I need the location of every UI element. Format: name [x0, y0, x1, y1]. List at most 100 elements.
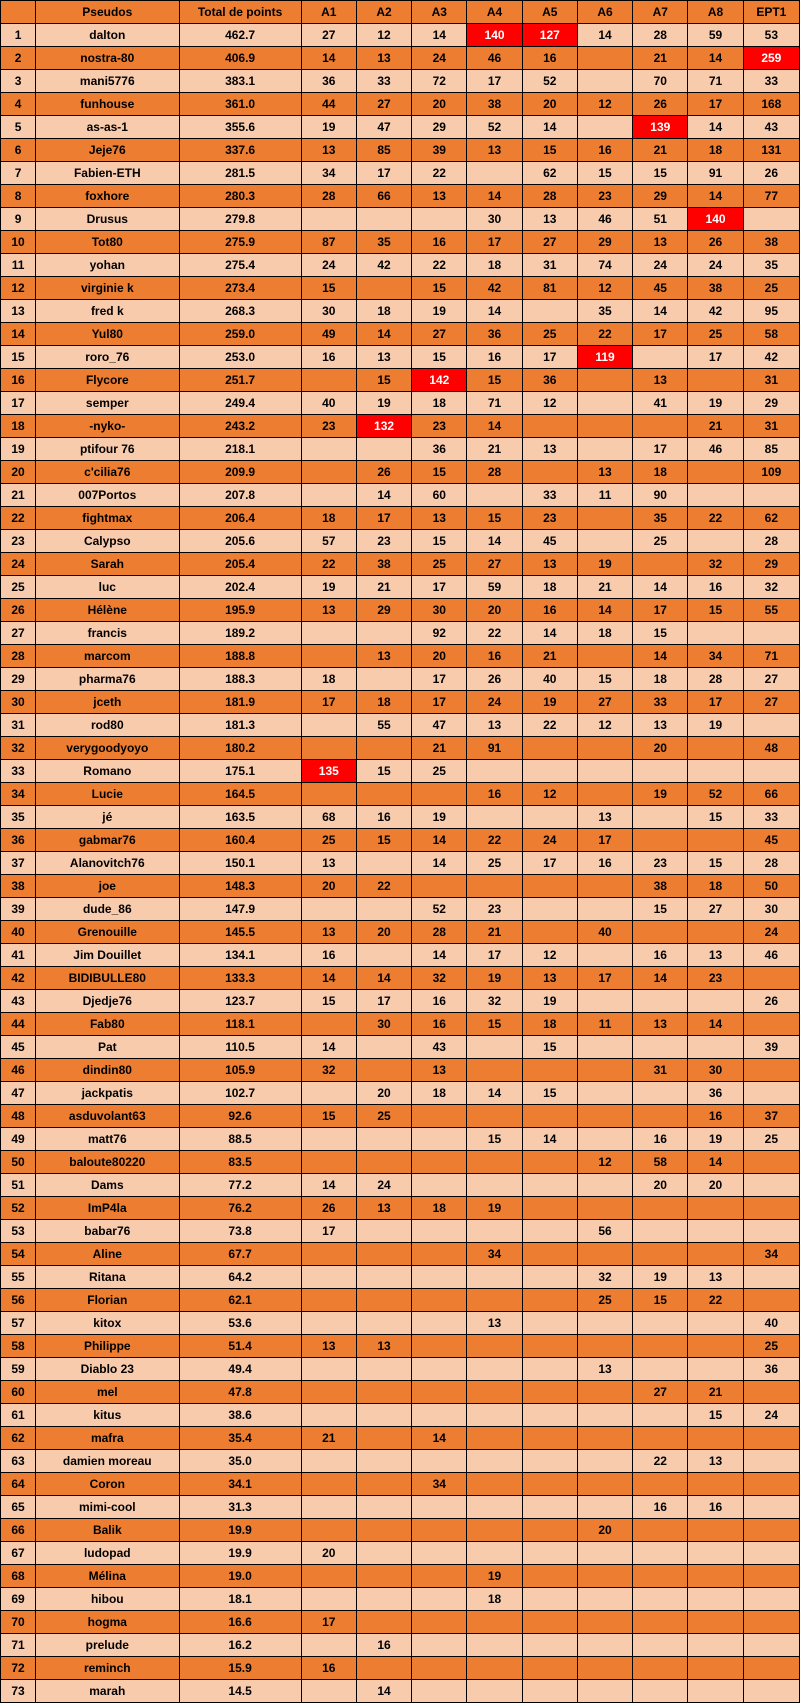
- cell: 17: [633, 323, 688, 346]
- cell: 26: [743, 162, 799, 185]
- cell: [301, 1519, 356, 1542]
- cell: [522, 1657, 577, 1680]
- cell: 21: [1, 484, 36, 507]
- cell: 42: [688, 300, 743, 323]
- cell: [301, 1588, 356, 1611]
- cell: 69: [1, 1588, 36, 1611]
- cell: 14: [467, 530, 522, 553]
- cell: 22: [688, 1289, 743, 1312]
- cell: 50: [743, 875, 799, 898]
- table-row: 26Hélène195.9132930201614171555: [1, 599, 800, 622]
- cell: [467, 1657, 522, 1680]
- cell: [301, 208, 356, 231]
- cell: [301, 898, 356, 921]
- cell: 41: [633, 392, 688, 415]
- cell: mel: [36, 1381, 179, 1404]
- cell: [301, 1565, 356, 1588]
- cell: 31: [633, 1059, 688, 1082]
- cell: 22: [522, 714, 577, 737]
- cell: [633, 990, 688, 1013]
- cell: 15: [633, 1289, 688, 1312]
- cell: 12: [577, 714, 632, 737]
- cell: [577, 1082, 632, 1105]
- cell: matt76: [36, 1128, 179, 1151]
- table-row: 32verygoodyoyo180.221912048: [1, 737, 800, 760]
- cell: [412, 1404, 467, 1427]
- cell: 23: [467, 898, 522, 921]
- cell: 15: [467, 369, 522, 392]
- cell: 280.3: [179, 185, 301, 208]
- table-row: 12virginie k273.41515428112453825: [1, 277, 800, 300]
- cell: 13: [577, 461, 632, 484]
- cell: [743, 208, 799, 231]
- header-cell: A8: [688, 1, 743, 24]
- cell: 13: [467, 714, 522, 737]
- cell: [356, 1611, 411, 1634]
- cell: 25: [467, 852, 522, 875]
- table-row: 33Romano175.11351525: [1, 760, 800, 783]
- cell: [412, 783, 467, 806]
- cell: 13: [467, 139, 522, 162]
- table-row: 9Drusus279.830134651140: [1, 208, 800, 231]
- cell: 66: [1, 1519, 36, 1542]
- cell: 383.1: [179, 70, 301, 93]
- cell: [412, 1496, 467, 1519]
- cell: 74: [577, 254, 632, 277]
- cell: [467, 1266, 522, 1289]
- cell: funhouse: [36, 93, 179, 116]
- cell: [688, 530, 743, 553]
- cell: 44: [1, 1013, 36, 1036]
- cell: [467, 1404, 522, 1427]
- cell: 41: [1, 944, 36, 967]
- cell: [467, 760, 522, 783]
- cell: 12: [1, 277, 36, 300]
- cell: 27: [301, 24, 356, 47]
- cell: 14: [467, 1082, 522, 1105]
- cell: 16: [412, 1013, 467, 1036]
- cell: [577, 1036, 632, 1059]
- cell: [743, 1565, 799, 1588]
- table-row: 19ptifour 76218.1362113174685: [1, 438, 800, 461]
- cell: 15: [467, 1128, 522, 1151]
- cell: [467, 1473, 522, 1496]
- cell: 49: [1, 1128, 36, 1151]
- cell: [633, 1243, 688, 1266]
- cell: 62: [1, 1427, 36, 1450]
- cell: [688, 1611, 743, 1634]
- cell: 35: [633, 507, 688, 530]
- table-row: 51Dams77.214242020: [1, 1174, 800, 1197]
- cell: 27: [633, 1381, 688, 1404]
- cell: jackpatis: [36, 1082, 179, 1105]
- cell: [356, 1542, 411, 1565]
- cell: 14: [633, 645, 688, 668]
- cell: 19: [301, 576, 356, 599]
- cell: 52: [412, 898, 467, 921]
- cell: 19: [688, 714, 743, 737]
- cell: 14: [467, 415, 522, 438]
- table-row: 15roro_76253.016131516171191742: [1, 346, 800, 369]
- cell: 72: [412, 70, 467, 93]
- cell: 92.6: [179, 1105, 301, 1128]
- cell: 5: [1, 116, 36, 139]
- cell: luc: [36, 576, 179, 599]
- cell: [743, 1427, 799, 1450]
- table-row: 43Djedje76123.7151716321926: [1, 990, 800, 1013]
- cell: 17: [688, 93, 743, 116]
- cell: 13: [301, 921, 356, 944]
- cell: [688, 1519, 743, 1542]
- cell: 13: [467, 1312, 522, 1335]
- cell: 19: [412, 806, 467, 829]
- cell: 17: [633, 438, 688, 461]
- cell: 35: [743, 254, 799, 277]
- cell: 13: [633, 1013, 688, 1036]
- cell: 205.6: [179, 530, 301, 553]
- cell: yohan: [36, 254, 179, 277]
- cell: 13: [412, 185, 467, 208]
- cell: 9: [1, 208, 36, 231]
- table-row: 44Fab80118.130161518111314: [1, 1013, 800, 1036]
- cell: 35.4: [179, 1427, 301, 1450]
- cell: [743, 1588, 799, 1611]
- cell: 14: [356, 1680, 411, 1703]
- cell: 12: [577, 277, 632, 300]
- table-row: 72reminch15.916: [1, 1657, 800, 1680]
